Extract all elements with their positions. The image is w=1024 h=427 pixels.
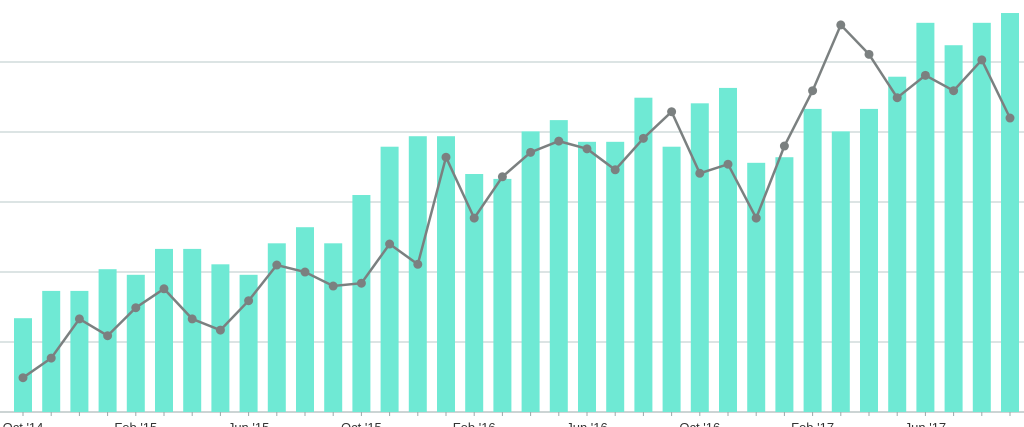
bar (211, 264, 230, 412)
bar (408, 136, 427, 413)
line-point (187, 314, 197, 324)
line-point (356, 278, 366, 288)
bar (972, 22, 991, 413)
x-tick-label: Jun '15 (228, 420, 270, 427)
line-point (413, 259, 423, 269)
line-point (469, 213, 479, 223)
x-tick-label: Oct '14 (3, 420, 44, 427)
bar (888, 76, 907, 412)
line-point (244, 296, 254, 306)
x-tick-label: Jun '17 (905, 420, 947, 427)
line-point (949, 86, 959, 96)
x-tick-label: Feb '17 (791, 420, 834, 427)
line-point (74, 314, 84, 324)
line-point (385, 239, 395, 249)
bar (155, 248, 173, 412)
line-point (1005, 113, 1015, 123)
bar (860, 108, 878, 413)
x-tick-label: Oct '15 (341, 420, 382, 427)
line-point (920, 70, 930, 80)
line-point (582, 144, 592, 154)
bar (719, 87, 737, 412)
line-point (159, 284, 169, 294)
line-point (779, 141, 789, 151)
bar (267, 243, 286, 412)
bar (296, 227, 314, 412)
bar (521, 131, 540, 412)
bar (775, 157, 794, 412)
bar (437, 136, 455, 413)
bar (803, 108, 822, 413)
line-point (723, 159, 733, 169)
x-tick-label: Feb '16 (453, 420, 496, 427)
line-point (667, 107, 677, 117)
bar (662, 146, 681, 412)
line-point (18, 373, 28, 383)
bar (380, 146, 399, 412)
bar (126, 274, 145, 412)
bar (634, 97, 653, 412)
line (22, 22, 1012, 379)
line-point (977, 55, 987, 65)
line-point (695, 168, 705, 178)
bar (98, 269, 117, 412)
bar (42, 290, 61, 412)
line-point (103, 331, 113, 341)
x-tick-label: Jun '16 (566, 420, 608, 427)
bar (324, 243, 343, 412)
bar (549, 120, 568, 412)
line-point (441, 152, 451, 162)
x-tick-label: Feb '15 (114, 420, 157, 427)
bar (944, 45, 963, 412)
bar (747, 162, 766, 412)
bar (70, 290, 89, 412)
bar (465, 174, 484, 412)
line-point (215, 325, 225, 335)
bar (690, 103, 709, 412)
line-point (300, 267, 310, 277)
bar (916, 22, 935, 413)
bar (352, 195, 371, 412)
line-point (638, 133, 648, 143)
line-point (892, 93, 902, 103)
bar (578, 141, 596, 412)
bar (14, 318, 32, 412)
bar (493, 178, 512, 412)
line-point (610, 165, 620, 175)
line-point (272, 260, 282, 270)
line-point (554, 136, 564, 146)
line-point (751, 213, 761, 223)
bar (1001, 13, 1019, 412)
line-point (497, 172, 507, 182)
line-point (526, 147, 536, 157)
bar (239, 274, 258, 412)
line-point (836, 20, 846, 30)
line-point (328, 281, 338, 291)
bar (606, 141, 625, 412)
bar (831, 131, 850, 412)
x-tick-label: Oct '16 (679, 420, 720, 427)
line-point (131, 303, 141, 313)
line-point (864, 49, 874, 59)
bar (183, 248, 202, 412)
line-point (46, 353, 56, 363)
line-point (808, 86, 818, 96)
